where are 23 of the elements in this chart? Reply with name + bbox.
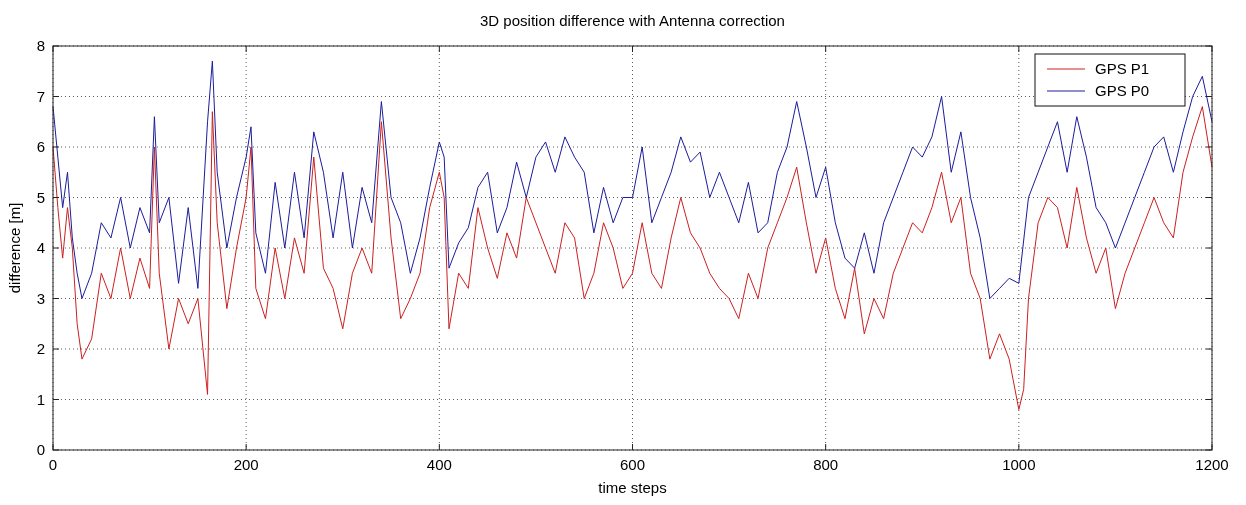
line-series [52,60,1213,299]
line-series [52,106,1213,411]
x-tick-label: 1200 [1195,456,1229,473]
x-tick-label: 0 [48,456,58,473]
y-tick-label: 3 [36,289,45,307]
x-tick-label: 1000 [1002,456,1036,473]
x-axis-title: time steps [598,479,667,496]
y-axis-title: difference [m] [6,202,23,294]
x-tick-label: 800 [813,456,839,473]
y-tick-label: 4 [36,239,45,256]
legend-label: GPS P0 [1095,82,1150,99]
y-tick-label: 5 [36,188,45,206]
y-tick-label: 8 [36,37,45,54]
x-tick-label: 400 [426,456,452,473]
x-tick-label: 200 [233,456,259,473]
y-tick-label: 6 [36,138,45,155]
y-tick-label: 1 [36,390,45,408]
x-tick-label: 600 [619,456,646,473]
y-tick-label: 0 [36,441,45,458]
legend-label: GPS P1 [1095,60,1150,77]
y-tick-label: 7 [36,87,45,105]
chart-title: 3D position difference with Antenna correction [480,12,785,29]
y-tick-label: 2 [36,340,45,357]
